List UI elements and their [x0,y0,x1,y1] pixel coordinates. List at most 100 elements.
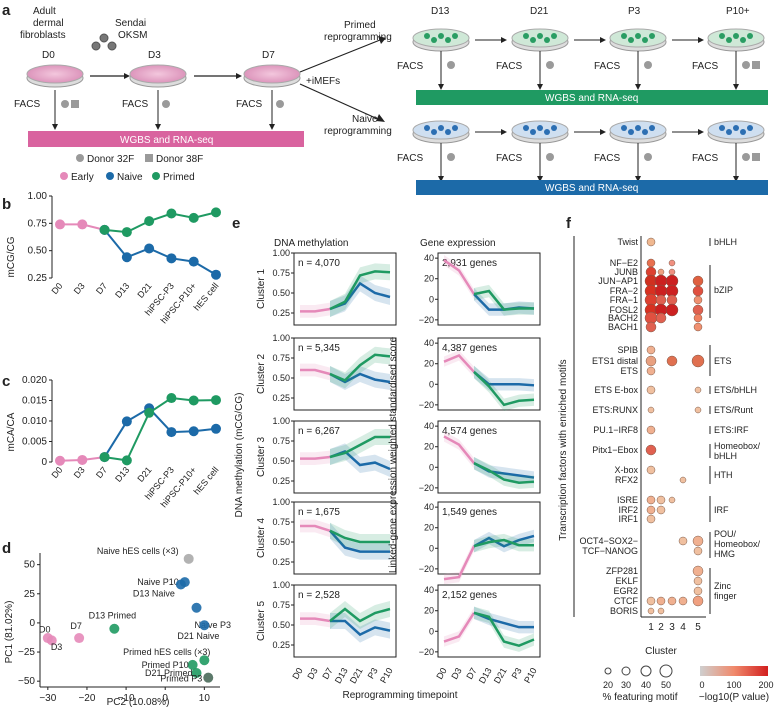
meth-y-tick-label: 1.00 [272,580,290,590]
tf-label-4: FRA−2 [610,286,638,296]
cluster-x-tick-2: 3 [669,622,675,633]
wgbs-bar-naive-label: WGBS and RNA-seq [545,183,638,194]
naive-line [103,407,217,458]
meth-frame [293,501,397,575]
tf-label-10: ETS1 distal [592,356,638,366]
donor1-symbol [76,154,84,162]
cluster-n-3: n = 6,267 [298,426,340,437]
motif-bubble [678,596,688,606]
pca-point-label: Naive hES cells (×3) [97,546,179,556]
expr-y-tick-label: 0 [429,543,434,553]
primed-point [211,395,221,406]
early-point [55,455,65,466]
expr-primed-line [473,289,534,311]
colony [438,125,444,131]
pca-point-label: D13 Naive [133,588,175,598]
panel-a-label: a [2,2,11,19]
colony [530,129,536,135]
arrow-head [733,84,739,90]
x-tick-label: 0 [162,693,168,704]
expr-early-band [444,350,474,378]
motif-bubble [645,444,657,456]
expr-early-band [444,541,474,585]
panel-e-right-ylabel: Linked-gene expression weighted standard… [388,336,399,573]
colony [621,125,627,131]
expr-y-tick-label: −20 [419,400,434,410]
pca-point [183,553,194,564]
pca-point [191,602,202,613]
pca-point-label: D0 [39,624,51,634]
x-tick-label-3: D13 [113,465,131,484]
meth-primed-line [329,270,391,311]
motif-bubble [667,596,677,606]
primed-point [121,227,132,238]
d0-caption-line1: Adult [33,6,56,17]
family-label-8: HTH [714,470,733,480]
expr-primed-line [473,538,534,548]
panel-f: f Transcription factors with enriched mo… [558,215,774,703]
family-label-12: HMG [714,549,735,559]
colony [523,33,529,39]
pca-point [199,655,210,666]
x-tick-label-1: D3 [72,465,87,480]
tf-label-11: ETS [620,366,638,376]
motif-bubble [693,295,703,305]
stage-label-1: D21 [530,6,549,17]
motif-bubble [656,505,666,515]
expr-y-tick-label: 0 [429,379,434,389]
expr-early-line [443,259,476,295]
colony [537,33,543,39]
y-tick-label: 0.50 [28,246,48,257]
pca-point [187,659,198,670]
colony [719,125,725,131]
colony [445,37,451,43]
facs-label: FACS [496,153,522,164]
pca-point [191,668,202,679]
x-tick-label-4: D21 [135,465,153,484]
pca-point-label: D13 Primed [89,611,137,621]
meth-y-tick-label: 0.75 [272,436,290,446]
meth-primed-band [330,263,390,317]
color-legend-bar [700,666,768,676]
colony [649,125,655,131]
expr-early-band [444,607,474,647]
color-legend-tick-0: 0 [699,680,704,690]
x-tick-label-3: D13 [113,281,131,300]
family-label-5: ETS:IRF [714,425,749,435]
stage-label-0: D13 [431,6,450,17]
cluster-label-3: Cluster 3 [256,437,267,477]
colony [726,37,732,43]
motif-bubble [666,355,678,367]
pca-point [199,620,210,631]
legend-naive-dot [106,172,114,180]
motif-bubble [668,259,676,267]
expr-early-line [443,612,476,643]
size-legend-circle [604,667,612,675]
panel-f-label: f [566,215,572,232]
expr-y-tick-label: 40 [424,338,434,348]
legend-primed-dot [152,172,160,180]
expr-y-tick-label: −20 [419,483,434,493]
meth-y-tick-label: 0.50 [272,537,290,547]
panel-d: d PC1 (81.02%) PC2 (10.08%) −30 −20 −10 0 10… [2,540,231,708]
cluster-genes-3: 4,574 genes [442,426,497,437]
motif-bubble [692,304,704,316]
colony [733,125,739,131]
expr-naive-line [473,534,535,548]
meth-y-tick-label: 1.00 [272,416,290,426]
motif-bubble [646,366,656,376]
arrow-head [635,176,641,182]
pca-point-label: Primed P10 [142,660,189,670]
primed-point [188,212,199,223]
meth-y-tick-label: 0.25 [272,640,290,650]
meth-early-line [300,455,331,460]
y-tick-label: 0.75 [28,218,48,229]
motif-bubble [668,268,676,276]
pca-point-label: D7 [70,621,82,631]
meth-y-tick-label: 1.00 [272,248,290,258]
tf-label-27: BORIS [610,606,638,616]
colony [431,37,437,43]
meth-y-tick-label: 0.50 [272,288,290,298]
wgbs-bar-primed [416,90,768,105]
meth-y-tick-label: 0.75 [272,600,290,610]
